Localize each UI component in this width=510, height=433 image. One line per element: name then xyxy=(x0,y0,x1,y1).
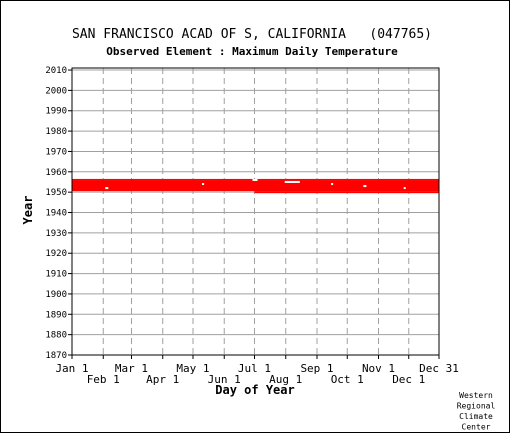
x-tick-label: May 1 xyxy=(176,362,209,375)
x-axis: Jan 1 Mar 1 May 1 Jul 1 Sep 1 Nov 1 Dec 31 Feb … xyxy=(55,355,459,386)
x-tick-label: Nov 1 xyxy=(362,362,395,375)
y-tick-label: 1910 xyxy=(45,270,67,280)
y-tick-label: 1870 xyxy=(45,351,67,361)
credit-line: Center xyxy=(462,423,491,432)
data-gap-0 xyxy=(252,178,258,181)
y-tick-label: 1970 xyxy=(45,147,67,157)
data-gap-5 xyxy=(403,187,406,190)
y-tick-label: 1940 xyxy=(45,209,67,219)
credit-line: Western xyxy=(459,391,493,400)
credit-line: Climate xyxy=(459,412,493,421)
y-tick-label: 1900 xyxy=(45,290,67,300)
data-band-main xyxy=(72,180,439,192)
y-tick-label: 1880 xyxy=(45,331,67,341)
y-axis: 1870 1880 1890 1900 1910 1920 1930 1940 1950 1960… xyxy=(45,66,72,361)
y-tick-label: 1980 xyxy=(45,127,67,137)
y-tick-label: 2010 xyxy=(45,66,67,76)
y-tick-label: 2000 xyxy=(45,86,67,96)
y-axis-label: Year xyxy=(21,196,35,225)
credit-line: Regional xyxy=(457,402,496,411)
plot-area-border xyxy=(71,67,440,356)
x-tick-label: Apr 1 xyxy=(146,373,179,386)
x-axis-label: Day of Year xyxy=(215,383,294,397)
y-tick-label: 1990 xyxy=(45,107,67,117)
data-gap-3 xyxy=(202,183,205,186)
data-gap-1 xyxy=(284,180,300,184)
element-title: Observed Element : Maximum Daily Tempera… xyxy=(106,45,398,58)
grid-lines xyxy=(72,68,439,356)
x-tick-label: Dec 1 xyxy=(392,373,425,386)
data-gap-4 xyxy=(363,185,367,188)
station-title: SAN FRANCISCO ACAD OF S, CALIFORNIA (047… xyxy=(72,27,432,42)
x-tick-label: Aug 1 xyxy=(269,373,302,386)
x-tick-label: Dec 31 xyxy=(419,362,459,375)
y-tick-label: 1960 xyxy=(45,168,67,178)
y-tick-label: 1950 xyxy=(45,188,67,198)
y-tick-label: 1930 xyxy=(45,229,67,239)
x-tick-label: Feb 1 xyxy=(87,373,120,386)
data-gap-2 xyxy=(105,187,109,190)
x-tick-label: Jan 1 xyxy=(55,362,88,375)
data-layer xyxy=(72,178,439,194)
x-tick-label: Mar 1 xyxy=(115,362,148,375)
y-tick-label: 1920 xyxy=(45,249,67,259)
x-tick-label: Oct 1 xyxy=(331,373,364,386)
y-tick-label: 1890 xyxy=(45,310,67,320)
data-gap-6 xyxy=(331,183,334,186)
data-band-year-1950 xyxy=(254,191,439,194)
x-tick-label: Sep 1 xyxy=(300,362,333,375)
x-tick-label: Jul 1 xyxy=(238,362,271,375)
x-tick-label: Jun 1 xyxy=(208,373,241,386)
